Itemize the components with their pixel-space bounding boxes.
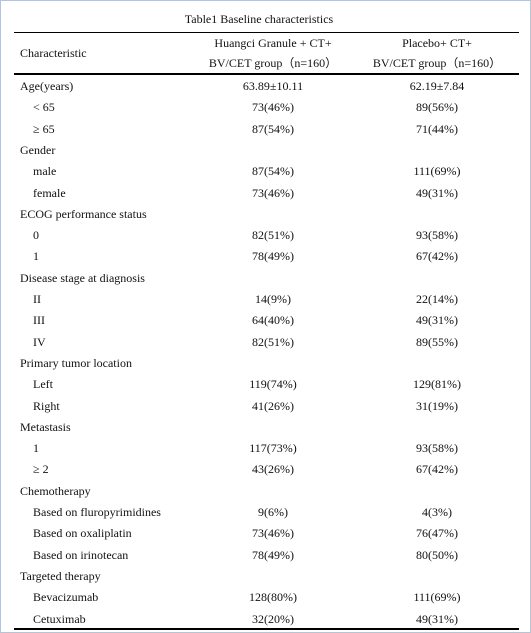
cell-value: 73(46%): [252, 100, 294, 115]
row-label: II: [33, 292, 41, 306]
table-title: Table1 Baseline characteristics: [184, 12, 334, 26]
cell-value: 22(14%): [416, 292, 458, 306]
cell-value: 43(26%): [252, 462, 294, 477]
row-label: 0: [33, 228, 39, 243]
cell-value: 4(3%): [422, 505, 452, 519]
cell-value: 9(6%): [258, 505, 288, 519]
group-label: Primary tumor location: [20, 355, 132, 370]
row-label: Bevacizumab: [33, 590, 99, 605]
cell-value: 111(69%): [413, 590, 461, 605]
cell-value: 71(44%): [416, 121, 458, 136]
header-label: Characteristic: [20, 46, 87, 60]
cell-value: 111(69%): [413, 164, 461, 179]
cell-value: 89(55%): [416, 334, 458, 349]
cell-value: 87(54%): [252, 164, 294, 179]
cell-value: 73(46%): [252, 526, 294, 541]
cell-value: 119(74%): [249, 377, 297, 392]
cell-value: 78(49%): [252, 249, 294, 264]
row-label: Based on fluropyrimidines: [33, 505, 161, 519]
cell-value: 87(54%): [252, 121, 294, 136]
row-label: III: [33, 313, 45, 328]
row-label: 1: [33, 249, 39, 264]
row-label: female: [33, 185, 66, 200]
cell-value: 78(49%): [252, 547, 294, 562]
cell-value: 93(58%): [416, 228, 458, 243]
cell-value: 41(26%): [252, 398, 294, 413]
row-label: Right: [33, 398, 60, 413]
bottom-rule: [14, 628, 519, 630]
cell-value: 82(51%): [252, 228, 294, 243]
group-label: Metastasis: [20, 419, 71, 434]
cell-value: 67(42%): [416, 462, 458, 477]
cell-value: 31(19%): [416, 398, 458, 413]
column-header: Placebo+ CT+: [402, 36, 472, 50]
row-label: Left: [33, 377, 53, 392]
row-label: male: [33, 164, 57, 179]
group-label: Targeted therapy: [20, 568, 101, 583]
cell-value: 67(42%): [416, 249, 458, 264]
group-label: ECOG performance status: [20, 206, 147, 221]
cell-value: 73(46%): [252, 185, 294, 200]
column-header: BV/CET group（n=160）: [372, 56, 502, 70]
row-label: ≥ 65: [33, 121, 55, 136]
cell-value: 49(31%): [416, 313, 458, 328]
cell-value: 49(31%): [416, 185, 458, 200]
top-rule: [14, 32, 519, 33]
row-label: Based on irinotecan: [33, 547, 129, 562]
row-label: IV: [33, 334, 46, 349]
row-label: ≥ 2: [33, 462, 49, 477]
cell-value: 82(51%): [252, 334, 294, 349]
cell-value: 62.19±7.84: [409, 79, 465, 93]
cell-value: 64(40%): [252, 313, 294, 328]
cell-value: 89(56%): [416, 100, 458, 115]
cell-value: 93(58%): [416, 441, 458, 456]
cell-value: 49(31%): [416, 611, 458, 626]
row-label: Based on oxaliplatin: [33, 526, 132, 541]
group-label: Disease stage at diagnosis: [20, 270, 145, 285]
cell-value: 117(73%): [249, 441, 297, 456]
group-label: Chemotherapy: [20, 483, 91, 498]
group-label: Age(years): [20, 79, 74, 93]
cell-value: 14(9%): [255, 292, 291, 306]
cell-value: 128(80%): [249, 590, 297, 605]
cell-value: 76(47%): [416, 526, 458, 541]
cell-value: 63.89±10.11: [242, 79, 304, 93]
cell-value: 129(81%): [413, 377, 461, 392]
column-header: BV/CET group（n=160）: [208, 56, 338, 70]
column-header: Huangci Granule + CT+: [214, 36, 332, 50]
header-rule: [14, 73, 519, 75]
row-label: Cetuximab: [33, 611, 86, 626]
group-label: Gender: [20, 142, 56, 157]
row-label: < 65: [33, 100, 55, 115]
cell-value: 32(20%): [252, 611, 294, 626]
cell-value: 80(50%): [416, 547, 458, 562]
row-label: 1: [33, 441, 39, 456]
